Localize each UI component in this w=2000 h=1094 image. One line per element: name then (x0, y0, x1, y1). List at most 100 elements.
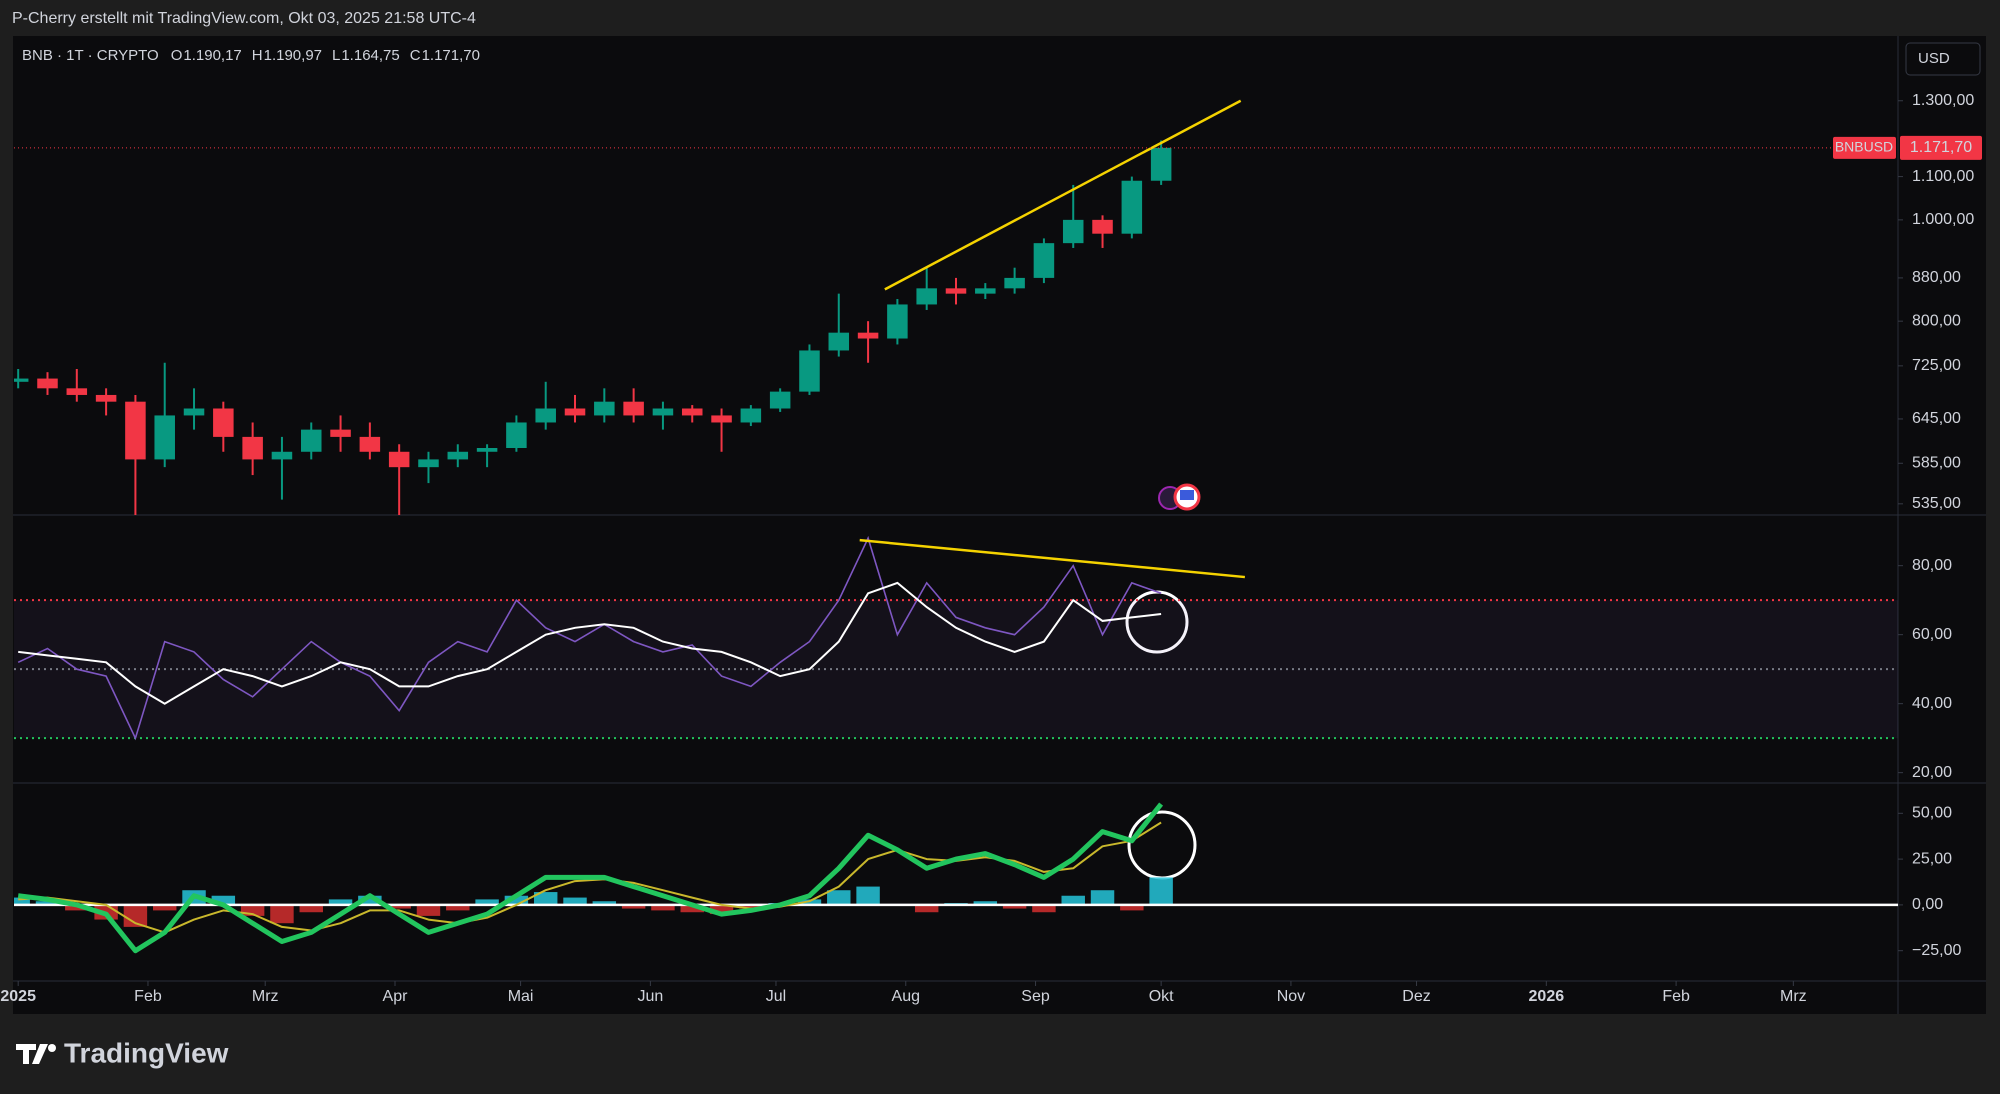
pane (14, 535, 1898, 741)
y-tick-label: 60,00 (1912, 626, 1952, 643)
candle-body (447, 451, 469, 460)
flag (1180, 490, 1194, 500)
histogram-bar (328, 899, 353, 905)
y-tick-label: 0,00 (1912, 896, 1943, 913)
candle-body (1062, 219, 1084, 244)
price-tag-value: 1.171,70 (1910, 139, 1972, 156)
histogram-bar (299, 904, 323, 913)
histogram-bar (592, 901, 617, 905)
histogram-bar (914, 904, 939, 913)
y-tick-label: 1.000,00 (1912, 211, 1974, 228)
y-tick-label: 585,00 (1912, 454, 1961, 471)
y-tick-label: 1.100,00 (1912, 168, 1974, 185)
y-tick-label: 40,00 (1912, 695, 1952, 712)
candle-body (37, 378, 58, 389)
candle-body (359, 436, 381, 452)
x-tick-label: Mrz (252, 988, 279, 1005)
series-line (18, 581, 1162, 705)
candle-body (242, 436, 263, 460)
candle-body (799, 350, 820, 392)
histogram-bar (65, 904, 89, 911)
logo-text: TradingView (64, 1037, 229, 1068)
price-tag-value-bg (1900, 135, 1982, 160)
y-tick-label: 645,00 (1912, 410, 1961, 427)
event-icons[interactable] (1158, 483, 1201, 511)
x-tick-label: Mai (508, 988, 534, 1005)
histogram-bar (152, 904, 177, 911)
candle-body (125, 401, 146, 460)
histogram-bar (270, 904, 294, 924)
candle-body (623, 401, 644, 416)
candle-body (330, 429, 351, 437)
y-tick-label: 20,00 (1912, 764, 1952, 781)
candle-body (681, 408, 703, 416)
series-line (18, 821, 1162, 934)
x-tick-label: 2026 (1529, 988, 1565, 1005)
candle-body (388, 451, 410, 468)
histogram-bar (475, 899, 499, 905)
histogram-bar (446, 904, 470, 911)
candle-body (1150, 147, 1172, 181)
candle-body (769, 391, 791, 409)
candle-body (300, 429, 322, 452)
symbol: BNB · 1T · CRYPTO (22, 47, 159, 64)
pane (14, 802, 1898, 954)
logo-dot (48, 1044, 56, 1052)
histogram-bar (504, 895, 529, 905)
pane (14, 99, 1242, 515)
histogram-bar (1061, 895, 1085, 905)
histogram-bar (563, 897, 587, 905)
histogram-bar (680, 904, 704, 913)
credit: P-Cherry erstellt mit TradingView.com, O… (12, 10, 476, 27)
x-tick-label: Apr (383, 988, 409, 1005)
x-tick-label: Nov (1277, 988, 1305, 1005)
x-tick-label: Jun (637, 988, 663, 1005)
price-tag-name: BNBUSD (1835, 139, 1893, 155)
x-tick-label: Jul (766, 988, 786, 1005)
histogram-bar (1002, 904, 1027, 909)
candle-body (213, 408, 234, 437)
series-line (17, 802, 1164, 954)
ohlc-value: 1.171,70 (422, 47, 480, 64)
ohlc-key: L (332, 47, 340, 64)
candle-body (711, 415, 732, 423)
x-tick-label: Okt (1149, 988, 1174, 1005)
currency[interactable]: USD (1918, 50, 1950, 67)
histogram-bar (651, 904, 675, 911)
ohlc-key: H (252, 47, 263, 64)
ohlc-key: C (410, 47, 421, 64)
candle-body (1121, 180, 1143, 234)
candle-body (887, 304, 908, 339)
candle-body (564, 408, 586, 416)
histogram-bar (533, 892, 558, 905)
candle-body (594, 401, 615, 416)
y-tick-label: 535,00 (1912, 495, 1961, 512)
histogram-bar (1032, 904, 1056, 913)
currency-button[interactable] (1905, 42, 1981, 76)
ohlc-key: O (171, 47, 183, 64)
ohlc-value: 1.190,97 (264, 47, 322, 64)
histogram-bar (827, 890, 851, 905)
histogram-bar (358, 895, 382, 905)
candle-body (1092, 219, 1113, 234)
histogram-bar (14, 897, 30, 905)
x-tick-label: Feb (134, 988, 162, 1005)
candle-body (418, 459, 439, 468)
candle-body (95, 394, 117, 402)
y-tick-label: 1.300,00 (1912, 92, 1974, 109)
histogram-bar (973, 901, 998, 905)
candle-body (857, 332, 879, 339)
histogram-bar (35, 901, 60, 905)
candle-body (916, 288, 937, 305)
candle-body (945, 288, 967, 294)
candle-body (828, 332, 850, 351)
price-tag-bg (1833, 136, 1896, 159)
histogram-bar (1120, 904, 1144, 911)
chart-area (13, 36, 1986, 1014)
candle-body (14, 378, 29, 382)
y-tick-label: 725,00 (1912, 357, 1961, 374)
x-tick-label: Sep (1021, 988, 1050, 1005)
logo-mark (16, 1044, 48, 1064)
